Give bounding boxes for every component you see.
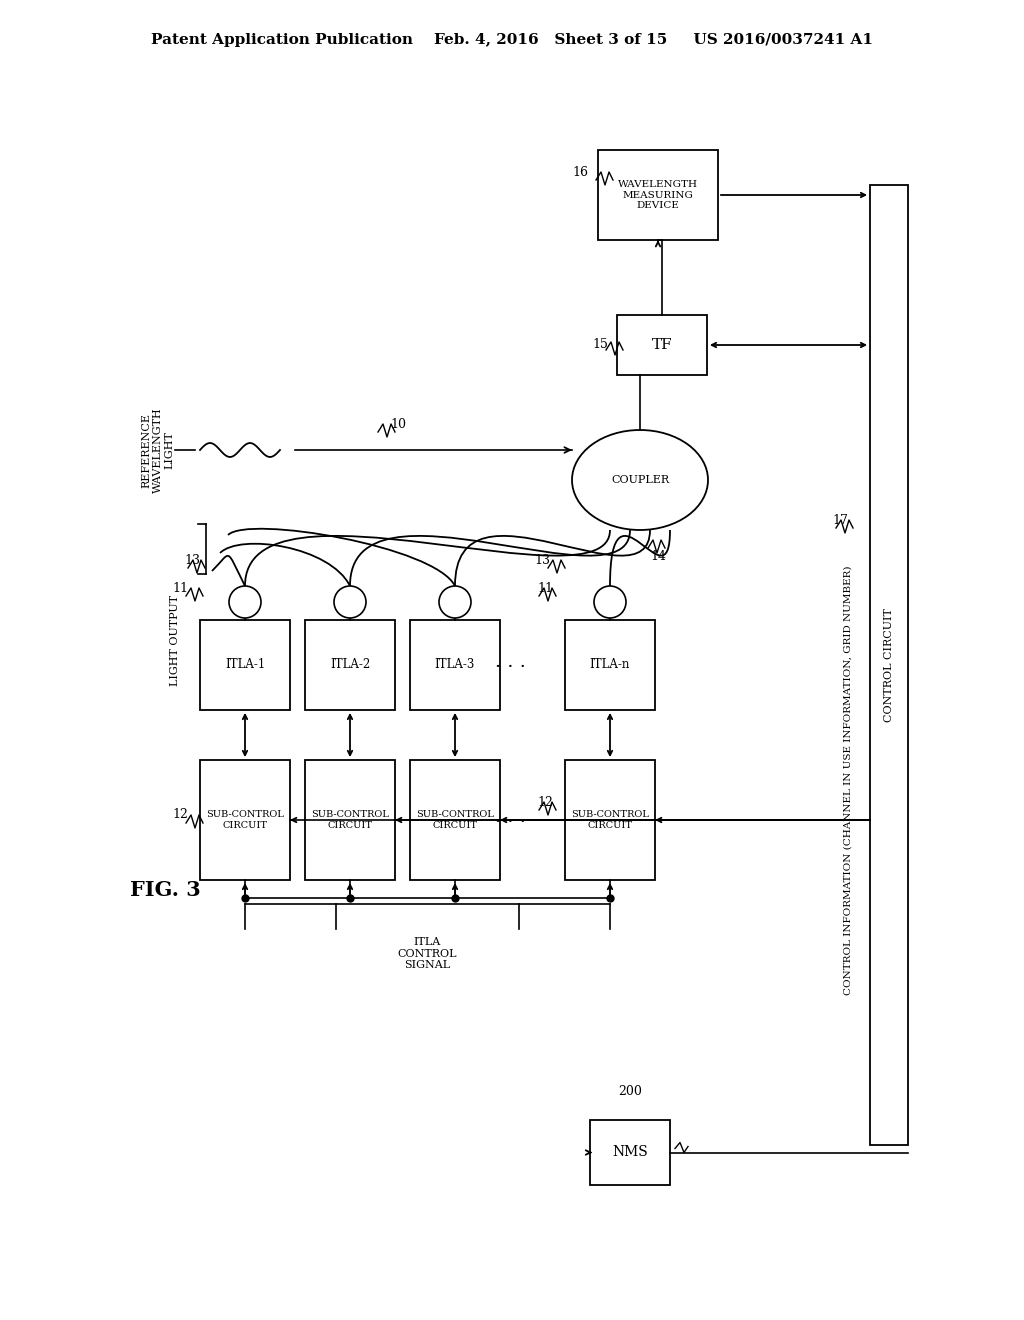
Text: ITLA-1: ITLA-1 bbox=[225, 659, 265, 672]
Text: Patent Application Publication    Feb. 4, 2016   Sheet 3 of 15     US 2016/00372: Patent Application Publication Feb. 4, 2… bbox=[151, 33, 873, 48]
Text: ITLA
CONTROL
SIGNAL: ITLA CONTROL SIGNAL bbox=[397, 937, 458, 970]
Text: CONTROL INFORMATION (CHANNEL IN USE INFORMATION, GRID NUMBER): CONTROL INFORMATION (CHANNEL IN USE INFO… bbox=[844, 565, 853, 995]
Bar bbox=[200, 760, 290, 880]
Bar bbox=[305, 620, 395, 710]
Text: 11: 11 bbox=[537, 582, 553, 594]
Text: WAVELENGTH
MEASURING
DEVICE: WAVELENGTH MEASURING DEVICE bbox=[618, 180, 698, 210]
Text: 10: 10 bbox=[390, 417, 406, 430]
Text: 17: 17 bbox=[833, 513, 848, 527]
Text: LIGHT OUTPUT: LIGHT OUTPUT bbox=[170, 594, 180, 685]
Bar bbox=[305, 760, 395, 880]
Text: 16: 16 bbox=[572, 165, 588, 178]
Bar bbox=[410, 620, 500, 710]
Text: SUB-CONTROL
CIRCUIT: SUB-CONTROL CIRCUIT bbox=[311, 810, 389, 830]
Bar bbox=[590, 1119, 670, 1185]
Text: REFERENCE
WAVELENGTH
LIGHT: REFERENCE WAVELENGTH LIGHT bbox=[141, 407, 175, 492]
Text: NMS: NMS bbox=[612, 1146, 648, 1159]
Text: SUB-CONTROL
CIRCUIT: SUB-CONTROL CIRCUIT bbox=[416, 810, 494, 830]
Bar bbox=[617, 315, 707, 375]
Text: ITLA-n: ITLA-n bbox=[590, 659, 630, 672]
Bar bbox=[870, 185, 908, 1144]
Text: 12: 12 bbox=[172, 808, 188, 821]
Text: 15: 15 bbox=[592, 338, 608, 351]
Circle shape bbox=[334, 586, 366, 618]
Text: 12: 12 bbox=[538, 796, 553, 808]
Text: COUPLER: COUPLER bbox=[611, 475, 669, 484]
Ellipse shape bbox=[572, 430, 708, 531]
Circle shape bbox=[229, 586, 261, 618]
Text: 14: 14 bbox=[650, 550, 666, 564]
Text: 13: 13 bbox=[184, 553, 200, 566]
Bar bbox=[598, 150, 718, 240]
Text: ITLA-3: ITLA-3 bbox=[435, 659, 475, 672]
Text: SUB-CONTROL
CIRCUIT: SUB-CONTROL CIRCUIT bbox=[206, 810, 284, 830]
Text: 11: 11 bbox=[172, 582, 188, 594]
Text: FIG. 3: FIG. 3 bbox=[130, 880, 201, 900]
Text: ITLA-2: ITLA-2 bbox=[330, 659, 370, 672]
Bar bbox=[410, 760, 500, 880]
Text: CONTROL CIRCUIT: CONTROL CIRCUIT bbox=[884, 609, 894, 722]
Bar bbox=[565, 760, 655, 880]
Text: · · ·: · · · bbox=[495, 657, 525, 676]
Text: TF: TF bbox=[651, 338, 673, 352]
Text: 13: 13 bbox=[534, 553, 550, 566]
Circle shape bbox=[439, 586, 471, 618]
Text: · · ·: · · · bbox=[495, 813, 525, 832]
Circle shape bbox=[594, 586, 626, 618]
Bar bbox=[565, 620, 655, 710]
Text: 200: 200 bbox=[618, 1085, 642, 1098]
Bar bbox=[200, 620, 290, 710]
Text: SUB-CONTROL
CIRCUIT: SUB-CONTROL CIRCUIT bbox=[571, 810, 649, 830]
